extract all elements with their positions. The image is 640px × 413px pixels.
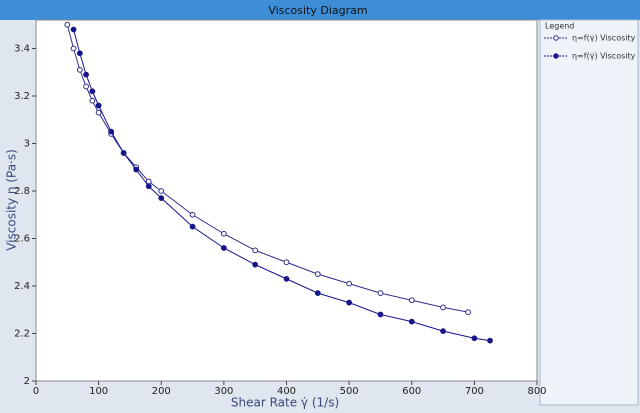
y-tick-label: 2.8	[14, 186, 30, 197]
x-tick-label: 0	[33, 386, 39, 397]
data-point	[220, 230, 227, 237]
x-axis-title: Shear Rate γ̇ (1/s)	[231, 396, 339, 410]
data-point	[64, 21, 71, 28]
data-point	[346, 280, 353, 287]
data-point	[70, 26, 77, 33]
legend-label: η=f(γ̇) Viscosity	[572, 52, 636, 61]
data-point	[83, 83, 89, 90]
y-tick-label: 2.4	[14, 281, 30, 292]
data-point	[158, 195, 165, 202]
data-point	[70, 45, 77, 52]
x-tick-label: 700	[465, 386, 484, 397]
y-tick-label: 2.2	[14, 329, 30, 340]
data-point	[252, 247, 259, 254]
legend-title: Legend	[545, 22, 574, 31]
x-tick-label: 300	[214, 386, 233, 397]
legend-panel	[539, 19, 639, 406]
data-point	[440, 304, 446, 311]
data-point	[314, 290, 321, 297]
x-tick-label: 200	[152, 386, 171, 397]
y-tick-label: 3.4	[14, 44, 30, 55]
data-point	[89, 88, 96, 95]
legend-label: η=f(γ̇) Viscosity	[572, 34, 636, 43]
data-point	[440, 328, 446, 335]
data-point	[83, 71, 89, 78]
x-tick-label: 100	[89, 386, 108, 397]
data-point	[408, 318, 415, 325]
legend-marker	[553, 53, 559, 59]
data-point	[487, 337, 493, 344]
data-point	[283, 259, 290, 266]
x-tick-label: 400	[277, 386, 296, 397]
plot-area	[35, 19, 538, 382]
data-point	[95, 109, 102, 116]
data-point	[158, 188, 165, 194]
y-tick-label: 3	[24, 139, 30, 150]
data-point	[95, 102, 102, 109]
data-point	[377, 290, 384, 297]
data-point	[220, 245, 227, 251]
data-point	[346, 299, 353, 306]
data-point	[377, 311, 384, 318]
data-point	[189, 223, 196, 230]
data-point	[283, 275, 290, 282]
y-tick-label: 2	[24, 376, 30, 387]
data-point	[133, 166, 140, 173]
data-point	[120, 150, 127, 156]
chart-title: Viscosity Diagram	[268, 4, 367, 17]
x-tick-label: 800	[527, 386, 546, 397]
data-point	[314, 271, 321, 278]
data-point	[145, 183, 152, 190]
y-tick-label: 3.2	[14, 91, 30, 102]
title-bar	[0, 0, 640, 20]
y-axis-title: Viscosity η (Pa·s)	[5, 149, 19, 251]
data-point	[252, 261, 259, 268]
x-tick-label: 500	[340, 386, 359, 397]
data-point	[189, 211, 196, 218]
data-point	[76, 66, 83, 73]
data-point	[145, 178, 152, 185]
data-point	[471, 335, 478, 342]
data-point	[108, 128, 115, 135]
x-tick-label: 600	[402, 386, 421, 397]
legend-marker	[553, 35, 559, 41]
y-tick-label: 2.6	[14, 234, 30, 245]
data-point	[465, 309, 472, 316]
data-point	[89, 97, 96, 104]
data-point	[76, 50, 83, 57]
data-point	[408, 297, 415, 304]
